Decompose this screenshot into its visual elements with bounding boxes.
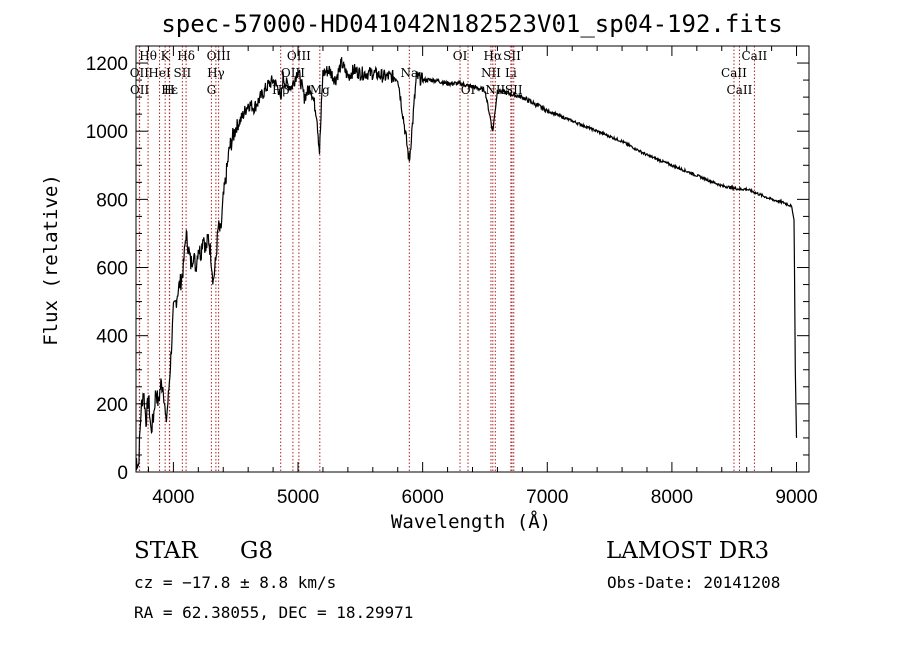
survey-name: LAMOST DR3: [606, 538, 770, 564]
coordinates: RA = 62.38055, DEC = 18.29971: [134, 603, 414, 622]
x-tick-label: 8000: [651, 487, 693, 508]
line-id-label: Hδ: [177, 49, 195, 63]
line-id-markers: [138, 46, 755, 472]
x-tick-label: 9000: [775, 487, 817, 508]
line-id-label: G: [207, 83, 217, 97]
line-id-label: Hε: [161, 83, 178, 97]
x-axis: 4000 5000 6000 7000 8000 9000: [147, 46, 818, 508]
y-tick-label: 400: [96, 327, 128, 348]
line-id-label: SII: [174, 66, 192, 80]
line-id-label: OI: [453, 49, 468, 63]
line-id-label: NII: [481, 66, 501, 80]
plot-frame: [135, 45, 810, 473]
y-axis-label: Flux (relative): [40, 174, 62, 346]
spectrum-line: [135, 57, 798, 471]
line-id-label: K: [161, 49, 171, 63]
x-axis-label: Wavelength (Å): [391, 510, 551, 533]
line-id-label: HeI: [148, 66, 171, 80]
x-tick-label: 6000: [402, 487, 444, 508]
line-id-label: Hθ: [139, 49, 157, 63]
line-id-label: Mg: [310, 83, 330, 97]
line-id-label: Hα: [484, 49, 503, 63]
object-class: STAR: [134, 538, 198, 564]
y-axis: 0 200 400 600 800 1000 1200: [86, 54, 809, 484]
line-id-label: SII: [503, 49, 521, 63]
line-id-label: CaII: [741, 49, 767, 63]
y-tick-label: 1200: [86, 54, 128, 75]
line-id-label: OIII: [207, 49, 231, 63]
line-id-label: OIII: [281, 66, 305, 80]
line-id-label: Na: [400, 66, 418, 80]
redshift-cz: cz = −17.8 ± 8.8 km/s: [134, 573, 337, 592]
line-id-label: CaII: [721, 66, 747, 80]
line-id-label: Hγ: [207, 66, 225, 80]
y-tick-label: 200: [96, 395, 128, 416]
line-id-label: H: [164, 83, 174, 97]
x-tick-label: 7000: [526, 487, 568, 508]
line-id-label: NII: [485, 83, 505, 97]
line-id-label: OIII: [287, 49, 311, 63]
y-tick-label: 1000: [86, 122, 128, 143]
line-id-label: Li: [505, 66, 517, 80]
y-tick-label: 0: [117, 463, 128, 484]
x-tick-label: 4000: [152, 487, 194, 508]
chart-title: spec-57000-HD041042N182523V01_sp04-192.f…: [161, 10, 782, 38]
x-tick-label: 5000: [277, 487, 319, 508]
observation-date: Obs-Date: 20141208: [607, 573, 781, 592]
object-subclass: G8: [240, 538, 274, 564]
y-tick-label: 800: [96, 190, 128, 211]
line-id-label: OII: [130, 66, 150, 80]
line-id-label: OII: [130, 83, 150, 97]
y-tick-label: 600: [96, 259, 128, 280]
line-id-label: CaII: [727, 83, 753, 97]
